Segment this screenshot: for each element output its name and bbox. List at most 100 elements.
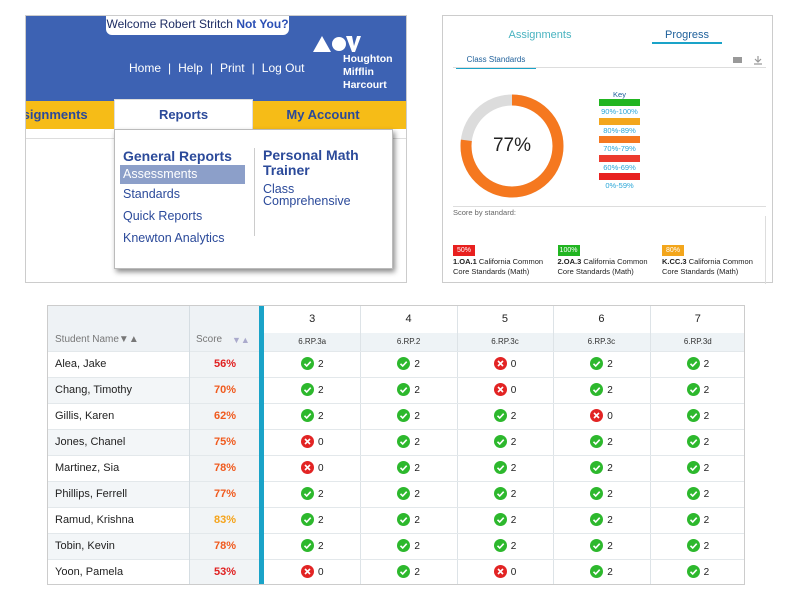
menu-item[interactable]: Standards [123, 187, 180, 201]
student-name[interactable]: Ramud, Krishna [55, 514, 134, 526]
icon-glyph [689, 465, 697, 472]
accent-bar [259, 306, 264, 584]
icon-circle [397, 487, 411, 500]
score-badge: 50% [453, 245, 475, 256]
check-icon [397, 435, 411, 448]
student-name[interactable]: Yoon, Pamela [55, 566, 124, 578]
cell-value: 2 [607, 385, 613, 396]
student-name[interactable]: Gillis, Karen [55, 410, 115, 422]
key-label: 60%-69% [603, 162, 636, 172]
cell-value: 2 [703, 359, 710, 370]
score-table: Student Name▼▲ Score ▼▲ 3 6.RP.3a 4 6.RP.2 5 6.R… [47, 305, 745, 585]
column-number: 7 [694, 313, 701, 325]
check-icon [493, 461, 507, 474]
check-icon [397, 383, 411, 396]
x-icon [493, 357, 507, 370]
cell-value: 2 [318, 541, 324, 552]
tab[interactable]: Assignments [26, 107, 88, 122]
icon-circle [686, 565, 700, 578]
sort-arrows[interactable]: ▼▲ [232, 335, 250, 345]
tab[interactable]: Assignments [508, 29, 572, 41]
icon-glyph [496, 517, 505, 524]
score-bg [190, 481, 259, 507]
icon-circle [301, 513, 314, 526]
check-icon [686, 487, 700, 500]
x-icon [493, 383, 507, 396]
student-name[interactable]: Phillips, Ferrell [55, 488, 128, 500]
row-line [264, 377, 744, 378]
menu-item[interactable]: Quick Reports [123, 209, 203, 223]
student-score: 62% [213, 410, 236, 422]
student-name[interactable]: Martinez, Sia [55, 462, 120, 474]
icon-glyph [689, 491, 697, 498]
section-tab[interactable]: Class Standards [456, 55, 536, 69]
not-you-link[interactable]: Not You? [236, 17, 289, 31]
menu-item[interactable]: Class Comprehensive [263, 182, 351, 208]
check-icon [301, 383, 314, 396]
standard-code: 2.OA.3 [557, 257, 582, 266]
icon-glyph [497, 568, 504, 575]
cell-value: 2 [414, 463, 420, 474]
menu-item[interactable]: Knewton Analytics [123, 231, 225, 245]
icon-circle [590, 435, 604, 448]
check-icon [397, 565, 411, 578]
icon-circle [493, 409, 507, 422]
check-icon [590, 565, 604, 578]
toolbar-icons[interactable] [733, 55, 763, 65]
icon-glyph [303, 491, 312, 498]
x-icon [493, 565, 507, 578]
icon-glyph [496, 491, 505, 498]
nav-link[interactable]: Home [129, 61, 162, 75]
icon-glyph [593, 361, 601, 368]
icon-circle [590, 565, 604, 578]
tab-active[interactable]: Reports [114, 99, 253, 131]
row-line [264, 455, 744, 456]
cell-value: 2 [607, 437, 613, 448]
nav-link[interactable]: Log Out [261, 61, 305, 75]
icon-circle [397, 409, 411, 422]
student-name[interactable]: Alea, Jake [55, 358, 107, 370]
icon-circle [686, 487, 700, 500]
nav-link[interactable]: Print [219, 61, 245, 75]
icon-glyph [304, 464, 311, 471]
cell-value: 2 [414, 437, 420, 448]
cell-value: 2 [607, 567, 613, 578]
column-header[interactable]: Student Name▼▲ [55, 334, 139, 345]
check-icon [397, 539, 411, 552]
icon-glyph [593, 491, 601, 498]
cell-value: 2 [414, 385, 420, 396]
row-bg [48, 481, 189, 507]
check-icon [590, 487, 604, 500]
student-name[interactable]: Chang, Timothy [55, 384, 133, 396]
student-name[interactable]: Jones, Chanel [55, 436, 126, 448]
icon-glyph [593, 517, 601, 524]
icon-glyph [496, 439, 505, 446]
tab[interactable]: My Account [286, 107, 360, 122]
student-score: 70% [213, 384, 236, 396]
icon-glyph [689, 413, 697, 420]
icon-circle [301, 539, 314, 552]
check-icon [493, 513, 507, 526]
cell-value: 2 [703, 463, 710, 474]
icon-circle [590, 539, 604, 552]
icon-glyph [593, 465, 601, 472]
row-line [264, 559, 744, 560]
download-icon [754, 56, 762, 65]
student-name[interactable]: Tobin, Kevin [55, 540, 115, 552]
portal-panel: Welcome Robert Stritch Not You? Home | Help… [25, 15, 407, 283]
cell-value: 0 [318, 437, 324, 448]
key-swatch [599, 99, 640, 106]
tab-active[interactable]: Progress [652, 29, 722, 44]
icon-glyph [593, 387, 601, 394]
icon-glyph [400, 361, 408, 368]
column-header[interactable]: Score [196, 334, 223, 345]
icon-circle [397, 383, 411, 396]
student-score: 78% [213, 462, 236, 474]
nav-link[interactable]: Help [178, 61, 203, 75]
icon-circle [686, 513, 700, 526]
icon-circle [397, 539, 411, 552]
menu-item-selected[interactable]: Assessments [120, 165, 245, 184]
cell-value: 2 [607, 359, 613, 370]
logo-text: Mifflin [343, 66, 374, 78]
cell-value: 2 [607, 541, 613, 552]
